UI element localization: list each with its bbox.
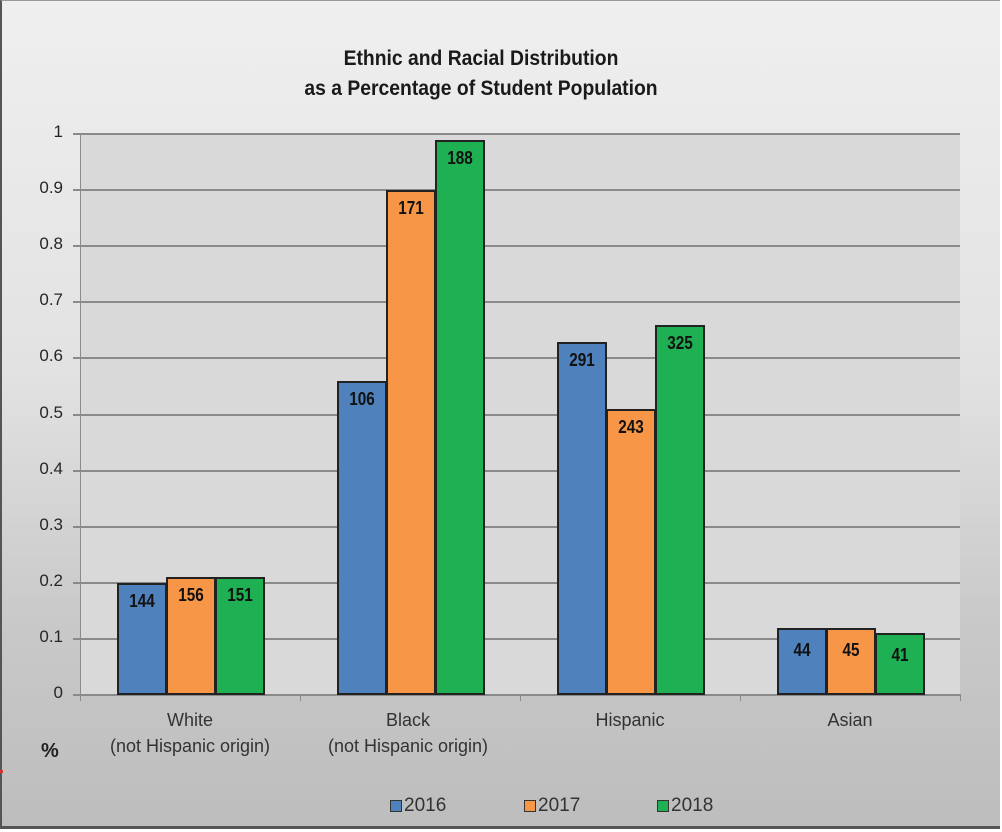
category-label: Hispanic (520, 707, 740, 733)
legend-item-2016: 2016 (390, 795, 446, 817)
data-label: 243 (617, 416, 644, 437)
gridline (81, 245, 960, 248)
y-tick-label: 0.3 (39, 514, 63, 534)
gridline (81, 581, 960, 584)
bar-2018-asian: 41 (874, 633, 925, 695)
category-label: White (not Hispanic origin) (80, 707, 300, 759)
bar-2018-hispanic: 325 (654, 324, 705, 695)
bar-2016-white: 144 (116, 582, 167, 695)
gridline (81, 413, 960, 416)
bar-2017-white: 156 (165, 577, 216, 695)
y-axis-unit-label: % (41, 740, 59, 762)
data-label: 325 (666, 332, 693, 353)
x-tick-mark (960, 694, 961, 701)
legend-label: 2017 (538, 795, 581, 816)
category-label-line-2: (not Hispanic origin) (109, 736, 271, 756)
x-tick-mark (300, 694, 301, 701)
x-tick-mark (520, 694, 521, 701)
y-tick-label: 0 (53, 683, 63, 702)
legend: 2016 2017 2018 (0, 795, 1002, 821)
data-label: 291 (568, 349, 595, 370)
legend-swatch-icon (657, 800, 669, 812)
y-tick-mark (73, 189, 81, 192)
bar-2017-black: 171 (385, 190, 436, 695)
category-label: Asian (740, 707, 960, 733)
y-tick-mark (73, 694, 81, 696)
y-tick-label: 0.4 (39, 458, 63, 478)
gridline (81, 357, 960, 360)
gridline (81, 133, 960, 135)
category-label-line-1: Hispanic (595, 710, 665, 730)
data-label: 45 (841, 639, 860, 660)
y-tick-mark (73, 133, 81, 135)
y-tick-label: 0.6 (39, 346, 63, 366)
chart-title-line-2: as a Percentage of Student Population (304, 77, 658, 100)
y-tick-mark (73, 525, 81, 528)
legend-swatch-icon (524, 800, 536, 812)
y-tick-mark (73, 581, 81, 584)
y-tick-mark (73, 301, 81, 304)
category-label-line-1: Asian (827, 710, 873, 730)
red-mark (0, 770, 3, 773)
y-tick-mark (73, 637, 81, 640)
plot-area (80, 133, 960, 695)
gridline (81, 525, 960, 528)
y-tick-mark (73, 245, 81, 248)
legend-label: 2016 (404, 795, 447, 816)
y-tick-label: 0.5 (39, 402, 63, 422)
chart-title-line-1: Ethnic and Racial Distribution (343, 47, 619, 70)
category-label-line-1: White (166, 710, 213, 730)
y-tick-mark (73, 469, 81, 472)
legend-label: 2018 (671, 795, 714, 816)
data-label: 144 (128, 590, 155, 611)
bar-2017-hispanic: 243 (605, 408, 656, 695)
data-label: 156 (177, 585, 204, 606)
category-label-line-1: Black (385, 710, 430, 730)
bar-2018-white: 151 (214, 577, 265, 695)
x-tick-mark (740, 694, 741, 701)
legend-item-2018: 2018 (657, 795, 713, 817)
data-label: 188 (446, 147, 473, 168)
gridline (81, 637, 960, 640)
x-tick-mark (80, 694, 81, 701)
gridline (81, 301, 960, 304)
data-label: 171 (397, 198, 424, 219)
data-label: 41 (890, 645, 909, 666)
legend-swatch-icon (390, 800, 402, 812)
y-tick-label: 0.8 (39, 234, 63, 254)
category-label-line-2: (not Hispanic origin) (327, 736, 489, 756)
y-tick-label: 0.7 (39, 290, 63, 310)
y-tick-mark (73, 357, 81, 360)
gridline (81, 189, 960, 192)
y-tick-label: 1 (53, 122, 63, 141)
y-tick-label: 0.2 (39, 570, 63, 590)
y-tick-mark (73, 413, 81, 416)
legend-item-2017: 2017 (524, 795, 580, 817)
y-tick-label: 0.1 (39, 626, 63, 646)
bar-2016-asian: 44 (776, 627, 827, 695)
bar-2017-asian: 45 (825, 627, 876, 695)
data-label: 151 (226, 585, 253, 606)
data-label: 106 (348, 388, 375, 409)
bar-2016-hispanic: 291 (556, 341, 607, 695)
gridline (81, 469, 960, 472)
data-label: 44 (792, 639, 811, 660)
chart-title: Ethnic and Racial Distribution as a Perc… (40, 44, 921, 104)
category-label: Black (not Hispanic origin) (298, 707, 518, 759)
y-tick-label: 0.9 (39, 178, 63, 198)
bar-2018-black: 188 (434, 139, 485, 695)
bar-2016-black: 106 (336, 380, 387, 695)
